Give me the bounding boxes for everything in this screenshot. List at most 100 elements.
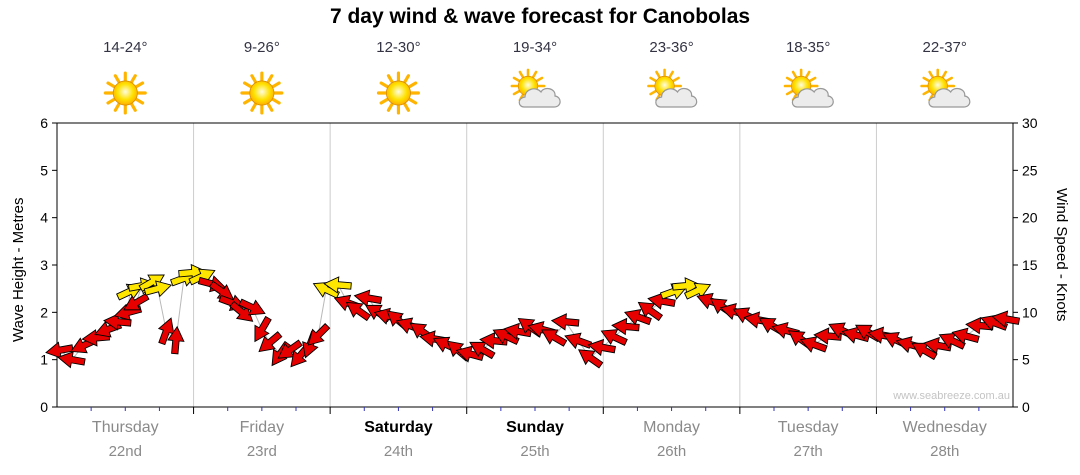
day-date-label: 28th — [930, 443, 959, 460]
temp-label: 23-36° — [649, 39, 693, 56]
day-name-label: Wednesday — [903, 419, 987, 436]
wind-arrow-shape — [540, 329, 568, 347]
sun-ray — [134, 97, 145, 105]
day-name-label: Sunday — [506, 419, 564, 436]
sun-ray — [922, 89, 931, 96]
temp-label: 9-26° — [244, 39, 280, 56]
wind-arrow-shape — [647, 292, 676, 310]
wind-arrow-shape — [600, 329, 628, 346]
wind-arrow-shape — [564, 332, 593, 350]
wind-arrow-shape — [57, 351, 86, 369]
wind-arrow-shape — [167, 325, 185, 355]
sun-icon — [376, 71, 420, 115]
right-axis-tick-label: 20 — [1022, 210, 1038, 226]
sun-ray — [250, 74, 258, 84]
partly-cloudy-icon — [647, 68, 698, 108]
wind-arrow — [323, 276, 352, 294]
sun-ray — [655, 70, 661, 79]
wind-arrow — [991, 310, 1021, 328]
left-axis-tick-label: 3 — [40, 257, 48, 273]
wind-arrow-shape — [188, 268, 216, 286]
sun-ray — [243, 97, 253, 105]
sun-ray — [403, 102, 410, 112]
wind-arrow-shape — [587, 338, 616, 357]
wind-arrow-shape — [157, 317, 175, 346]
cloud-icon — [928, 87, 971, 108]
wind-arrow-shape — [577, 349, 604, 369]
partly-cloudy-icon — [783, 68, 834, 108]
wind-arrow — [799, 336, 828, 353]
wind-arrow — [600, 329, 628, 346]
day-date-label: 22nd — [109, 443, 142, 460]
cloud-shape — [791, 87, 834, 108]
wind-arrow — [254, 315, 272, 343]
sun-ray — [134, 81, 145, 89]
wind-arrow — [564, 332, 593, 350]
right-axis-tick-label: 10 — [1022, 304, 1038, 320]
wind-arrow — [143, 280, 173, 298]
day-name-label: Friday — [240, 419, 284, 436]
sun-ray — [243, 81, 253, 89]
sun-ray — [672, 76, 680, 83]
sun-ray — [512, 89, 521, 96]
day-name-label: Saturday — [364, 419, 433, 436]
wind-arrow — [647, 292, 676, 310]
sun-ray — [271, 81, 281, 89]
wind-trace-line — [59, 272, 1007, 361]
wind-arrow — [307, 323, 331, 346]
right-axis-tick-label: 0 — [1022, 399, 1030, 415]
wind-arrow — [45, 341, 74, 359]
sun-ray — [531, 70, 538, 79]
sun-ray — [518, 70, 525, 79]
sun-ray — [668, 70, 674, 79]
wind-arrow — [455, 345, 485, 363]
cloud-shape — [928, 87, 971, 108]
sun-ray — [379, 97, 390, 105]
temp-label: 22-37° — [923, 39, 967, 56]
left-axis-tick-label: 0 — [40, 399, 48, 415]
wind-arrow — [623, 309, 652, 326]
left-axis-tick-label: 2 — [40, 304, 48, 320]
sun-ray — [808, 76, 817, 83]
sun-ray — [266, 74, 274, 84]
sun-icon — [240, 71, 284, 115]
wind-arrow — [167, 325, 185, 355]
temp-label: 18-35° — [786, 39, 830, 56]
cloud-icon — [791, 87, 834, 108]
day-date-label: 24th — [384, 443, 413, 460]
wind-arrow-shape — [353, 289, 383, 307]
day-date-label: 27th — [794, 443, 823, 460]
wind-arrow-shape — [143, 280, 173, 298]
wind-arrow-shape — [123, 293, 150, 311]
right-axis-tick-label: 25 — [1022, 162, 1038, 178]
sun-ray — [379, 81, 390, 89]
sun-ray — [791, 70, 798, 79]
temp-label: 12-30° — [376, 39, 420, 56]
wind-arrow — [123, 293, 150, 311]
sun-ray — [130, 102, 137, 112]
day-name-label: Thursday — [92, 419, 159, 436]
wind-arrow — [611, 317, 640, 336]
wind-arrow-shape — [323, 276, 352, 294]
cloud-icon — [518, 87, 561, 108]
wind-arrow — [57, 351, 86, 369]
wind-arrow — [188, 268, 216, 286]
sun-ray — [113, 102, 121, 112]
sun-ray — [407, 81, 418, 89]
wind-arrow — [540, 329, 568, 347]
wind-arrow — [469, 341, 496, 360]
plot-border — [56, 122, 1014, 408]
watermark: www.seabreeze.com.au — [893, 390, 1010, 402]
partly-cloudy-icon — [920, 68, 971, 108]
day-name-label: Monday — [643, 419, 700, 436]
left-axis-tick-label: 6 — [40, 115, 48, 131]
cloud-shape — [655, 87, 698, 108]
wind-arrow-shape — [623, 309, 652, 326]
sun-ray — [113, 74, 121, 84]
temp-label: 14-24° — [103, 39, 147, 56]
wind-arrow — [577, 349, 604, 369]
wind-arrow-shape — [345, 301, 372, 322]
sun-ray — [250, 102, 258, 112]
